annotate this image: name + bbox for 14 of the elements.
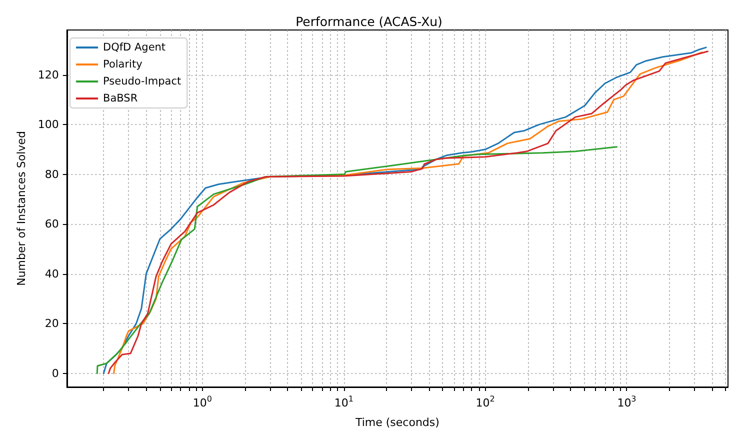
legend-label: Pseudo-Impact xyxy=(103,76,182,88)
legend-label: DQfD Agent xyxy=(103,42,166,54)
chart-title: Performance (ACAS-Xu) xyxy=(296,14,442,29)
y-tick-label: 80 xyxy=(44,168,59,181)
x-axis-title: Time (seconds) xyxy=(354,416,440,429)
y-tick-label: 120 xyxy=(38,68,59,82)
legend-label: BaBSR xyxy=(103,92,138,104)
y-tick-label: 0 xyxy=(52,366,59,380)
y-tick-label: 60 xyxy=(44,218,59,231)
legend-label: Polarity xyxy=(103,58,142,70)
y-tick-label: 20 xyxy=(44,317,59,330)
y-tick-label: 40 xyxy=(44,267,59,280)
y-axis-title: Number of Instances Solved xyxy=(15,131,28,286)
y-tick-label: 100 xyxy=(38,118,59,132)
